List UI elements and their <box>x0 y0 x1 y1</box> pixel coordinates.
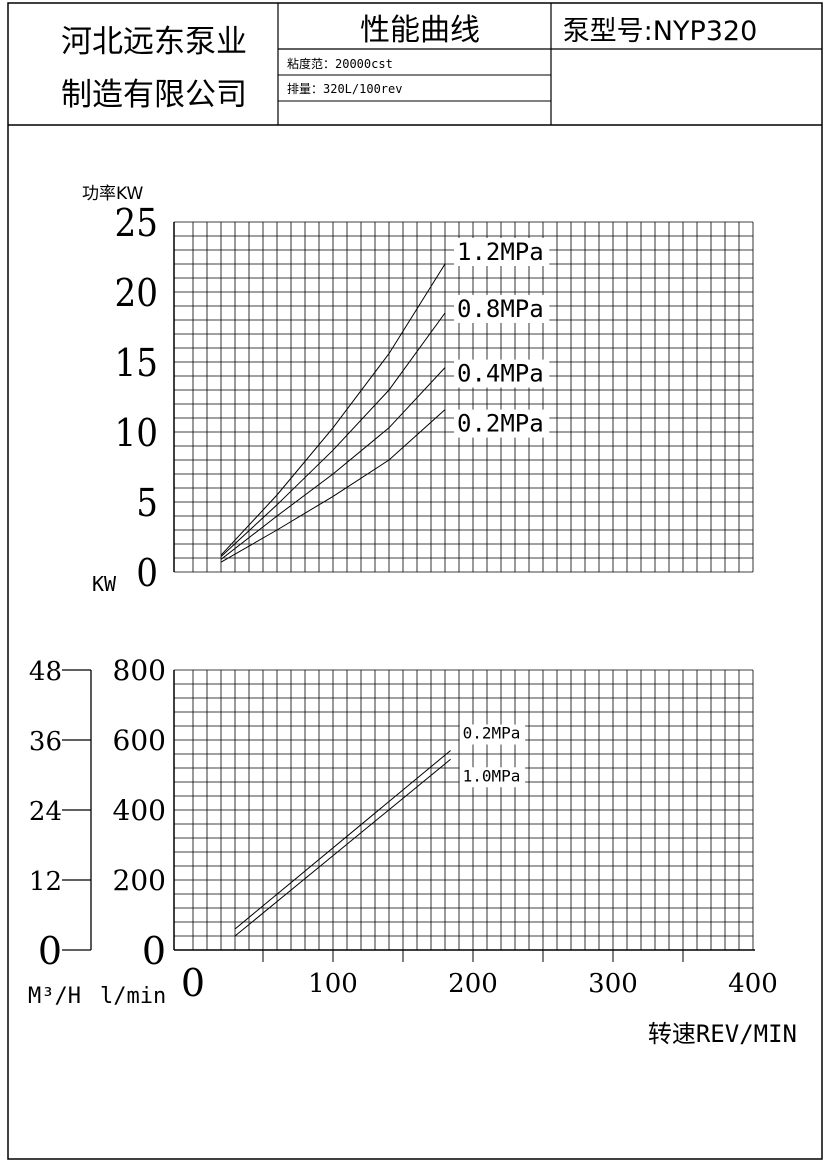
flow-series-label-bg <box>459 767 526 788</box>
power-series-label-bg <box>454 238 550 266</box>
flow-y-tick-labels: 0 200 400 600 800 <box>113 654 166 973</box>
power-y-tick-label: 15 <box>115 341 159 385</box>
flow-series-line <box>234 750 451 930</box>
x-tick-label: 200 <box>448 969 498 999</box>
power-series-label-bg <box>454 295 550 323</box>
flow-series-label: 0.2MPa <box>463 724 521 743</box>
displacement: 排量：320L/100rev <box>287 82 402 96</box>
pump-model: 泵型号:NYP320 <box>563 16 758 47</box>
m3h-tick-label: 12 <box>29 867 62 897</box>
outer-frame <box>7 2 823 1160</box>
m3h-axis-label: M³/H <box>28 984 81 1009</box>
flow-series-label: 1.0MPa <box>463 766 521 785</box>
flow-y-tick-label: 200 <box>113 864 166 897</box>
power-series-label: 0.8MPa <box>457 295 544 323</box>
x-axis-label: 转速REV/MIN <box>648 1020 797 1048</box>
flow-series: 0.2MPa 1.0MPa <box>234 724 526 937</box>
power-y-tick-labels: 0 5 10 15 20 25 <box>115 201 159 595</box>
m3h-tick-label: 48 <box>29 657 62 687</box>
power-series-line <box>220 312 446 557</box>
x-tick-label: 400 <box>728 969 778 999</box>
power-y-tick-label: 5 <box>136 481 158 525</box>
flow-y-tick-label: 0 <box>142 929 166 973</box>
power-series-line <box>220 409 446 563</box>
power-series-line <box>220 263 446 556</box>
power-y-tick-label: 20 <box>115 271 159 315</box>
m3h-tick-label: 0 <box>38 929 62 973</box>
power-series-label: 1.2MPa <box>457 238 544 266</box>
viscosity-range: 粘度范：20000cst <box>287 56 393 71</box>
flow-series-line <box>234 758 451 937</box>
x-tick-label: 100 <box>308 969 358 999</box>
power-y-tick-label: 10 <box>115 411 159 455</box>
m3h-tick-label: 36 <box>29 727 62 757</box>
m3h-tick-labels: 0 12 24 36 48 <box>29 657 62 973</box>
x-tick-label: 0 <box>181 961 205 1005</box>
m3h-ticks <box>62 669 91 951</box>
power-series: 1.2MPa 0.8MPa 0.4MPa 0.2MPa <box>220 238 550 563</box>
sheet-title: 性能曲线 <box>360 13 480 48</box>
x-minor-ticks <box>262 950 684 962</box>
company-line-1: 河北远东泵业 <box>61 24 247 60</box>
power-series-line <box>220 367 446 560</box>
power-series-label-bg <box>454 359 550 388</box>
x-tick-labels: 0 100 200 300 400 <box>181 961 778 1005</box>
flow-y-tick-label: 800 <box>113 654 166 687</box>
flow-y-tick-label: 400 <box>113 794 166 827</box>
power-series-label-bg <box>454 409 550 438</box>
power-unit-label: KW <box>92 572 117 596</box>
power-series-label: 0.2MPa <box>457 410 544 438</box>
power-y-tick-label: 25 <box>115 201 159 245</box>
flow-y-tick-label: 600 <box>113 724 166 757</box>
power-axis-label: 功率KW <box>82 184 144 204</box>
company-line-2: 制造有限公司 <box>61 77 247 113</box>
power-y-tick-label: 0 <box>136 551 158 595</box>
lmin-axis-label: l/min <box>100 984 166 1009</box>
power-series-label: 0.4MPa <box>457 360 544 388</box>
m3h-tick-label: 24 <box>29 797 62 827</box>
flow-series-label-bg <box>459 724 526 745</box>
x-tick-label: 300 <box>588 969 638 999</box>
